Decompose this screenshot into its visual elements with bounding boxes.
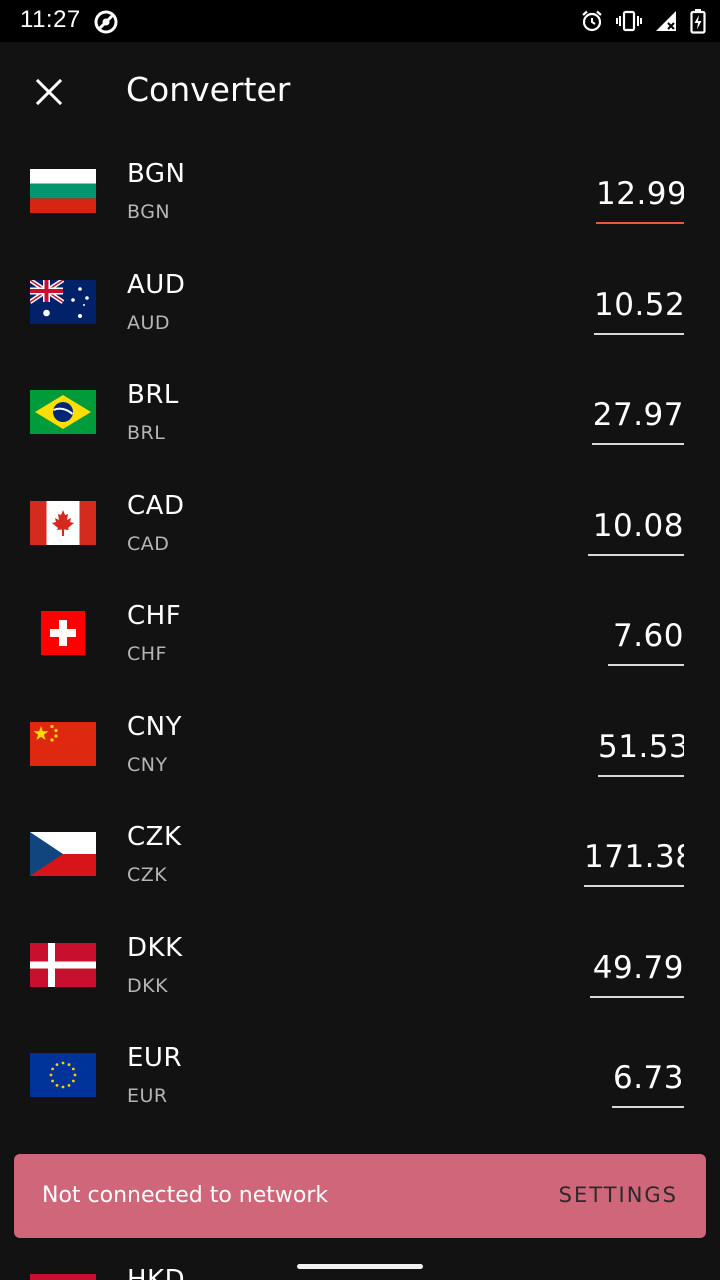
currency-row: BRL BRL: [0, 363, 720, 474]
amount-input[interactable]: [612, 1056, 684, 1108]
currency-subcode: BGN: [127, 201, 171, 223]
currency-subcode: AUD: [127, 311, 171, 334]
currency-row-partial: HKD: [0, 1238, 720, 1280]
flag-china-icon: [30, 721, 96, 766]
flag-czech-icon: [30, 832, 96, 876]
flag-switzerland-icon: [41, 611, 85, 655]
close-button[interactable]: [22, 65, 76, 119]
gesture-nav-handle[interactable]: [297, 1264, 423, 1269]
data-saver-icon: [92, 8, 120, 36]
currency-subcode: CHF: [127, 643, 167, 665]
status-icons: [580, 6, 706, 36]
currency-row: BGN BGN: [0, 142, 720, 253]
amount-input[interactable]: [608, 614, 684, 666]
toolbar: Converter: [0, 42, 720, 142]
currency-code: CZK: [127, 822, 182, 852]
flag-bulgaria-icon: [30, 169, 96, 213]
currency-row: CHF CHF: [0, 584, 720, 695]
currency-row: CZK CZK: [0, 805, 720, 916]
currency-code: EUR: [127, 1043, 183, 1073]
amount-input[interactable]: [594, 282, 684, 335]
amount-input[interactable]: [590, 945, 684, 998]
status-time: 11:27: [20, 6, 81, 33]
snackbar-message: Not connected to network: [42, 1183, 329, 1208]
currency-code: DKK: [127, 932, 183, 963]
currency-row: CAD CAD: [0, 474, 720, 585]
currency-code: CAD: [127, 490, 185, 521]
currency-code: BRL: [127, 380, 179, 410]
currency-subcode: DKK: [127, 974, 169, 997]
alarm-icon: [580, 9, 604, 33]
amount-input[interactable]: [588, 503, 684, 556]
currency-row: EUR EUR: [0, 1026, 720, 1137]
battery-charging-icon: [690, 8, 706, 34]
currency-row: AUD AUD: [0, 253, 720, 364]
close-icon: [35, 78, 63, 106]
flag-denmark-icon: [30, 942, 96, 987]
currency-subcode: CZK: [127, 864, 168, 886]
amount-input[interactable]: [596, 172, 684, 224]
flag-australia-icon: [30, 279, 96, 324]
currency-code: CHF: [127, 601, 182, 631]
flag-canada-icon: [30, 500, 96, 545]
currency-code: HKD: [127, 1265, 186, 1280]
flag-hongkong-icon: [30, 1274, 96, 1280]
status-bar: 11:27: [0, 0, 720, 42]
currency-row: DKK DKK: [0, 916, 720, 1027]
currency-subcode: CAD: [127, 532, 170, 555]
snackbar: Not connected to network SETTINGS: [14, 1154, 706, 1238]
currency-subcode: BRL: [127, 422, 166, 444]
currency-code: CNY: [127, 711, 182, 742]
amount-input[interactable]: [584, 835, 684, 887]
currency-row: CNY CNY: [0, 695, 720, 806]
flag-brazil-icon: [30, 390, 96, 434]
currency-code: AUD: [127, 269, 186, 300]
page-title: Converter: [126, 70, 291, 109]
currency-subcode: CNY: [127, 753, 168, 776]
settings-button[interactable]: SETTINGS: [558, 1183, 678, 1207]
amount-input[interactable]: [598, 724, 684, 777]
amount-input[interactable]: [592, 393, 684, 445]
signal-icon: [654, 9, 678, 33]
currency-subcode: EUR: [127, 1085, 168, 1107]
flag-eu-icon: [30, 1053, 96, 1097]
currency-list: BGN BGN AUD AUD: [0, 142, 720, 1137]
vibrate-icon: [616, 9, 642, 33]
currency-code: BGN: [127, 159, 186, 189]
